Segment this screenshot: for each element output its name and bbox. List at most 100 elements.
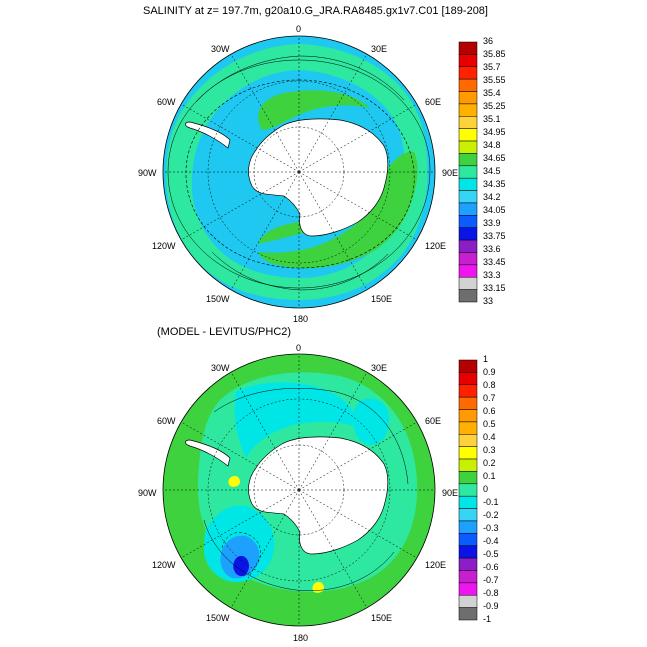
colorbar-swatch: [458, 446, 478, 460]
colorbar-swatch: [458, 520, 478, 534]
colorbar-tick-label: 34.65: [483, 153, 506, 163]
colorbar-swatch: [458, 54, 478, 68]
colorbar-tick-label: 35.7: [483, 62, 501, 72]
colorbar-swatch: [458, 91, 478, 105]
colorbar-swatch: [458, 66, 478, 80]
colorbar-swatch: [458, 239, 478, 253]
colorbar-swatch: [458, 458, 478, 472]
colorbar-tick-label: 33.9: [483, 218, 501, 228]
colorbar-swatch: [458, 409, 478, 423]
colorbar-tick-label: -0.8: [483, 588, 499, 598]
lon-label-30e: 30E: [371, 44, 388, 54]
lon-label-0: 0: [296, 343, 302, 353]
colorbar-tick-label: -0.2: [483, 510, 499, 520]
colorbar-swatch: [458, 594, 478, 608]
bottom-difference-map: [162, 353, 436, 627]
colorbar-swatch: [458, 570, 478, 584]
colorbar-tick-label: 33.6: [483, 244, 501, 254]
colorbar-tick-label: 1: [483, 354, 489, 364]
bottom-map-title: (MODEL - LEVITUS/PHC2): [157, 326, 292, 338]
colorbar-tick-label: 35.25: [483, 101, 506, 111]
lon-label-120e: 120E: [425, 241, 447, 251]
colorbar-tick-label: 0.2: [483, 458, 496, 468]
colorbar-swatch: [458, 227, 478, 241]
colorbar-tick-label: -0.4: [483, 536, 499, 546]
lon-label-90w: 90W: [138, 168, 157, 178]
lon-label-30w: 30W: [211, 363, 230, 373]
colorbar-swatch: [458, 434, 478, 447]
lon-label-90e: 90E: [442, 168, 459, 178]
lon-label-180: 180: [293, 633, 309, 643]
lon-label-120w: 120W: [152, 241, 176, 251]
top-colorbar: [458, 41, 478, 303]
colorbar-tick-label: -0.3: [483, 523, 499, 533]
lon-label-60e: 60E: [425, 97, 442, 107]
top-antarctic-peninsula: [185, 121, 231, 149]
colorbar-tick-label: 33.15: [483, 283, 506, 293]
colorbar-tick-label: 0.5: [483, 419, 496, 429]
bottom-negative-zone: [234, 382, 360, 458]
top-map-title: SALINITY at z= 197.7m, g20a10.G_JRA.RA84…: [143, 5, 488, 17]
colorbar-swatch: [458, 276, 478, 290]
lon-label-120e: 120E: [425, 560, 447, 570]
lon-label-60w: 60W: [157, 416, 176, 426]
colorbar-swatch: [458, 421, 478, 435]
colorbar-swatch: [458, 140, 478, 154]
lon-label-30e: 30E: [371, 363, 388, 373]
colorbar-tick-label: 34.8: [483, 140, 501, 150]
lon-label-90w: 90W: [138, 488, 157, 498]
bottom-hotspot-2: [228, 475, 240, 487]
colorbar-tick-label: -1: [483, 614, 492, 624]
colorbar-swatch: [458, 396, 478, 410]
colorbar-tick-label: 33: [483, 296, 494, 306]
lon-label-150e: 150E: [371, 613, 393, 623]
colorbar-swatch: [458, 41, 478, 55]
colorbar-swatch: [458, 471, 478, 485]
lon-label-150w: 150W: [206, 294, 230, 304]
top-antarctica: [248, 118, 389, 237]
colorbar-tick-label: 35.1: [483, 114, 501, 124]
colorbar-swatch: [458, 128, 478, 142]
colorbar-tick-label: -0.1: [483, 497, 499, 507]
lon-label-90e: 90E: [442, 488, 459, 498]
colorbar-tick-label: 35.55: [483, 75, 506, 85]
colorbar-tick-label: 34.2: [483, 192, 501, 202]
colorbar-swatch: [458, 165, 478, 179]
top-salty-band-west: [258, 222, 309, 244]
lon-label-60e: 60E: [425, 416, 442, 426]
colorbar-tick-label: 33.45: [483, 257, 506, 267]
colorbar-tick-label: -0.6: [483, 562, 499, 572]
colorbar-swatch: [458, 607, 478, 621]
colorbar-tick-label: 0.3: [483, 445, 496, 455]
colorbar-tick-label: 34.95: [483, 127, 506, 137]
bottom-antarctic-peninsula: [185, 439, 231, 467]
colorbar-tick-label: 34.35: [483, 179, 506, 189]
colorbar-swatch: [458, 215, 478, 228]
colorbar-tick-label: 0.7: [483, 393, 496, 403]
colorbar-swatch: [458, 153, 478, 167]
bottom-negative-east: [353, 398, 390, 446]
lon-label-60w: 60W: [157, 97, 176, 107]
colorbar-swatch: [458, 116, 478, 129]
colorbar-swatch: [458, 384, 478, 398]
colorbar-swatch: [458, 190, 478, 204]
colorbar-swatch: [458, 545, 478, 559]
top-salinity-map: [162, 35, 436, 309]
lon-label-30w: 30W: [211, 44, 230, 54]
colorbar-tick-label: 0.8: [483, 380, 496, 390]
colorbar-tick-label: 0.9: [483, 367, 496, 377]
colorbar-tick-label: 36: [483, 36, 494, 46]
colorbar-tick-label: 0.4: [483, 432, 496, 442]
colorbar-swatch: [458, 252, 478, 266]
colorbar-tick-label: 34.5: [483, 166, 501, 176]
colorbar-swatch: [458, 372, 478, 386]
top-salty-band: [258, 90, 370, 130]
colorbar-swatch: [458, 103, 478, 117]
colorbar-swatch: [458, 533, 478, 546]
colorbar-swatch: [458, 78, 478, 92]
colorbar-tick-label: 33.75: [483, 231, 506, 241]
colorbar-swatch: [458, 177, 478, 191]
colorbar-swatch: [458, 202, 478, 216]
colorbar-tick-label: -0.7: [483, 575, 499, 585]
lon-label-150w: 150W: [206, 613, 230, 623]
